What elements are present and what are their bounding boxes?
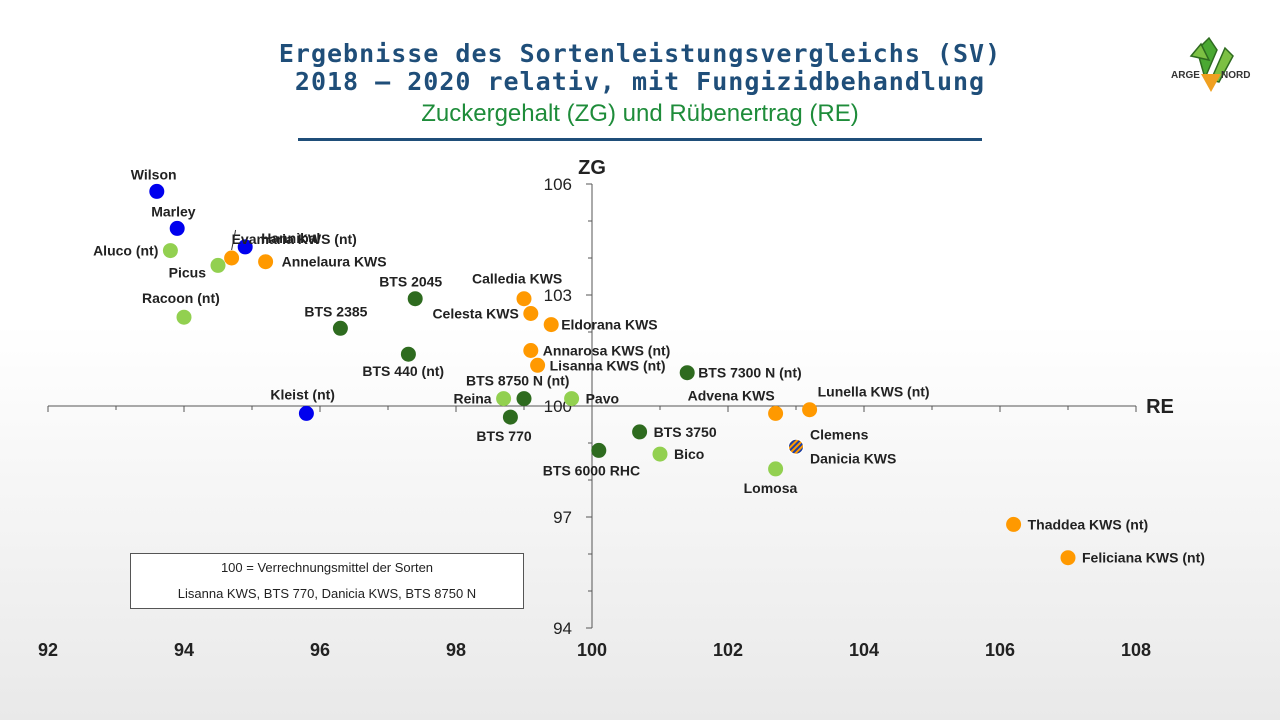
data-point-label: Marley [151,203,196,219]
data-point-label: BTS 770 [476,428,531,444]
data-point [210,257,226,273]
data-point-label: Aluco (nt) [93,243,158,259]
points-layer [149,183,1076,566]
data-point [407,291,423,307]
chart-subtitle: Zuckergehalt (ZG) und Rübenertrag (RE) [421,100,859,127]
x-tick-label: 98 [446,640,466,660]
data-point [1006,516,1022,532]
logo-text-right: NORD [1221,70,1250,81]
data-point [543,317,559,333]
x-tick-label: 102 [713,640,743,660]
y-tick-label: 94 [553,619,572,638]
data-point-label: BTS 2045 [379,274,442,290]
x-tick-label: 106 [985,640,1015,660]
data-point-label: BTS 8750 N (nt) [466,373,569,389]
data-point [149,183,165,199]
data-point-label: Annarosa KWS (nt) [543,343,671,359]
data-point-label: Pavo [586,391,619,407]
x-axis-title: RE [1146,396,1174,418]
y-tick-label: 103 [544,286,572,305]
data-point-label: Lomosa [744,480,798,496]
y-axis-title: ZG [578,157,606,179]
data-point-label: BTS 3750 [654,424,717,440]
data-point [632,424,648,440]
x-tick-label: 108 [1121,640,1151,660]
data-point-label: Celesta KWS [432,306,518,322]
data-point-label: BTS 2385 [304,303,367,319]
data-point [332,320,348,336]
legend-line2: Lisanna KWS, BTS 770, Danicia KWS, BTS 8… [177,586,477,601]
data-point-label: Reina [453,391,491,407]
data-point-label: Wilson [131,166,177,182]
label-leader-line [231,229,237,251]
data-point [162,243,178,259]
data-point-label: BTS 6000 RHC [543,462,640,478]
data-point [516,291,532,307]
arge-nord-logo-icon: ARGE NORD [1171,36,1250,92]
legend-line1: 100 = Verrechnungsmittel der Sorten [220,560,434,575]
x-tick-label: 96 [310,640,330,660]
data-point-label: BTS 440 (nt) [362,363,444,379]
chart-title-line1: Ergebnisse des Sortenleistungsvergleichs… [278,39,1002,68]
data-point [516,391,532,407]
data-point-label: Lisanna KWS (nt) [550,357,666,373]
data-point-label: Kleist (nt) [270,386,335,402]
data-point [298,405,314,421]
data-point [169,220,185,236]
data-point [523,306,539,321]
data-point [237,239,253,255]
data-point [768,405,784,421]
data-point [530,357,546,373]
data-point-label: Feliciana KWS (nt) [1082,550,1205,566]
data-point [224,250,240,266]
data-point [1060,550,1076,566]
data-point [591,442,607,458]
data-point-label: BTS 7300 N (nt) [698,365,801,381]
y-tick-label: 97 [553,508,572,527]
data-point [523,343,539,358]
x-tick-label: 100 [577,640,607,660]
data-point [176,309,192,325]
data-point-label: Calledia KWS [472,271,562,287]
x-tick-label: 94 [174,640,194,660]
data-point [788,438,804,455]
x-tick-label: 92 [38,640,58,660]
data-point-label: Clemens [810,427,869,443]
data-point-label: Danicia KWS [810,451,896,467]
y-tick-label: 106 [544,175,572,194]
data-point-label: Annelaura KWS [282,254,387,270]
data-point-label: Lunella KWS (nt) [818,384,930,400]
data-point [496,391,512,407]
data-point-label: Picus [169,264,207,280]
data-point-label: Eldorana KWS [561,317,657,333]
chart-title-line2: 2018 – 2020 relativ, mit Fungizidbehandl… [294,67,986,96]
data-point-label: Bico [674,446,704,462]
data-point [679,365,695,381]
logo-text-left: ARGE [1171,70,1200,81]
data-point-label: Thaddea KWS (nt) [1028,516,1149,532]
legend-box: 100 = Verrechnungsmittel der Sorten Lisa… [130,553,524,609]
data-point-label: Advena KWS [688,387,775,403]
data-point [258,254,274,270]
data-point [802,402,818,418]
data-point [564,391,580,407]
data-point [768,461,784,477]
title-divider [298,138,982,141]
data-point-label: Evamaria KWS (nt) [232,231,357,247]
x-tick-label: 104 [849,640,879,660]
data-point-label: Hannibal [261,230,320,246]
data-point [652,446,668,462]
data-point-label: Racoon (nt) [142,290,220,306]
data-point [400,346,416,362]
data-point [502,409,518,425]
